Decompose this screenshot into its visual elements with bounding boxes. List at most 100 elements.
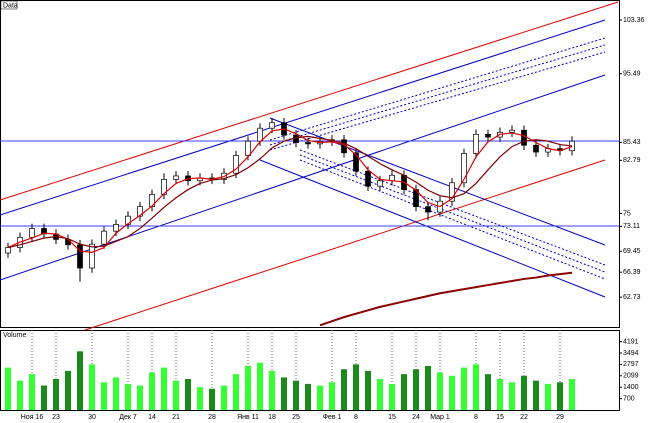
candle-body [305, 142, 311, 145]
volume-bar [137, 385, 143, 410]
x-tick-label: 24 [412, 414, 420, 421]
volume-tick-label: 700 [623, 395, 635, 402]
volume-bar [77, 351, 83, 410]
volume-bar [233, 374, 239, 410]
volume-bar [401, 374, 407, 410]
y-tick-label: 66.39 [623, 269, 641, 276]
x-tick-label: 22 [520, 414, 528, 421]
volume-bar [545, 383, 551, 410]
x-tick-label: 8 [354, 414, 358, 421]
candle-body [377, 180, 383, 187]
volume-tick-label: 2797 [623, 361, 639, 368]
x-tick-label: Мар 1 [430, 414, 450, 421]
volume-bar [209, 388, 215, 410]
x-tick-label: 30 [88, 414, 96, 421]
title-box [0, 0, 18, 10]
candle-body [41, 228, 47, 235]
channel-line [84, 159, 606, 331]
volume-bar [365, 370, 371, 410]
volume-bar [17, 380, 23, 410]
volume-bar [509, 382, 515, 410]
volume-bar [485, 374, 491, 410]
volume-bar [53, 379, 59, 410]
x-tick-label: 29 [556, 414, 564, 421]
volume-bar [281, 377, 287, 410]
price-panel [0, 0, 620, 328]
volume-bar [473, 364, 479, 410]
candle-body [29, 228, 35, 238]
candle-body [89, 243, 95, 269]
y-tick-label: 103.36 [623, 17, 645, 24]
x-tick-label: Дек 7 [119, 414, 137, 421]
volume-bar [317, 385, 323, 410]
x-tick-label: Фев 1 [323, 414, 342, 421]
candle-body [485, 133, 491, 138]
volume-bar [521, 375, 527, 410]
volume-bar [413, 369, 419, 410]
x-tick-label: 25 [292, 414, 300, 421]
volume-bar [353, 364, 359, 410]
volume-bar [533, 380, 539, 410]
y-tick-label: 82.79 [623, 157, 641, 164]
moving-average [7, 128, 573, 253]
chart-title: Data [3, 2, 18, 9]
volume-bar [557, 382, 563, 410]
volume-bar [185, 379, 191, 410]
candle-body [77, 244, 83, 269]
volume-bar [269, 370, 275, 410]
channel-line [0, 19, 606, 216]
candle-body [389, 174, 395, 182]
x-tick-label: Янв 11 [237, 414, 259, 421]
candle-body [101, 230, 107, 245]
volume-tick-label: 1400 [623, 384, 639, 391]
volume-bar [341, 369, 347, 410]
candle-body [509, 129, 515, 133]
volume-bar [161, 367, 167, 410]
candle-body [233, 155, 239, 174]
x-tick-label: Ноя 16 [21, 414, 44, 421]
volume-bar [305, 383, 311, 410]
volume-bar [257, 362, 263, 410]
volume-bar [29, 374, 35, 410]
x-tick-label: 8 [474, 414, 478, 421]
y-tick-label: 85.43 [623, 139, 641, 146]
x-tick-label: 15 [388, 414, 396, 421]
volume-bar [149, 372, 155, 410]
volume-bar [173, 380, 179, 410]
volume-bar [449, 375, 455, 410]
candle-body [173, 175, 179, 180]
y-tick-label: 69.45 [623, 248, 641, 255]
candle-body [269, 122, 275, 129]
volume-bar [329, 382, 335, 410]
candle-body [245, 140, 251, 156]
volume-bar [101, 382, 107, 410]
volume-bar [113, 377, 119, 410]
volume-bar [437, 372, 443, 410]
volume-bar [125, 383, 131, 410]
x-tick-label: 14 [148, 414, 156, 421]
y-tick-label: 73.11 [623, 223, 640, 230]
candle-body [461, 153, 467, 184]
y-tick-label: 62.73 [623, 294, 641, 301]
volume-bar [221, 385, 227, 410]
candle-body [425, 206, 431, 213]
candle-body [473, 133, 479, 154]
x-tick-label: 21 [172, 414, 180, 421]
volume-bar [425, 365, 431, 410]
channel-line [259, 159, 606, 298]
volume-bar [5, 367, 11, 410]
candle-body [533, 144, 539, 153]
channel-line [0, 1, 619, 201]
x-tick-label: 23 [52, 414, 60, 421]
volume-panel [0, 330, 620, 411]
candle-body [365, 170, 371, 187]
volume-tick-label: 2099 [623, 373, 639, 380]
candle-body [353, 152, 359, 172]
volume-bar [293, 380, 299, 410]
volume-title: Volume [3, 332, 26, 339]
moving-average [7, 135, 573, 249]
volume-bar [377, 379, 383, 410]
candle-body [521, 129, 527, 146]
